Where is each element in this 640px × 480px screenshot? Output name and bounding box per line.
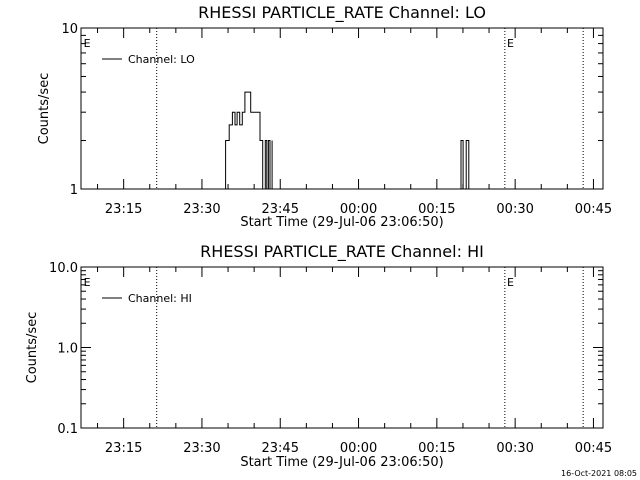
x-axis-label: Start Time (29-Jul-06 23:06:50) <box>240 455 443 470</box>
chart-title: RHESSI PARTICLE_RATE Channel: LO <box>198 3 486 23</box>
x-tick-label: 00:15 <box>418 441 455 456</box>
x-tick-label: 00:30 <box>496 202 533 217</box>
plot-frame <box>80 27 604 190</box>
series-line-channel-lo <box>460 140 470 190</box>
y-tick-label: 1.0 <box>57 342 78 357</box>
x-tick-label: 00:45 <box>575 441 612 456</box>
x-tick-label: 23:15 <box>105 202 142 217</box>
e-marker-label: E <box>84 37 91 50</box>
x-tick-label: 00:00 <box>340 441 377 456</box>
x-tick-label: 23:45 <box>262 202 299 217</box>
panel-hi-channel: RHESSI PARTICLE_RATE Channel: HI 0.1 1.0 10… <box>25 242 612 470</box>
e-marker-label: E <box>507 37 514 50</box>
e-marker-label: E <box>507 276 514 289</box>
x-tick-label: 23:30 <box>183 441 220 456</box>
x-axis-label: Start Time (29-Jul-06 23:06:50) <box>240 215 443 230</box>
x-tick-label: 00:00 <box>340 202 377 217</box>
y-axis-label: Counts/sec <box>25 312 40 384</box>
series-line-channel-lo <box>225 91 273 190</box>
x-tick-label: 23:45 <box>262 441 299 456</box>
y-tick-label: 1 <box>70 183 78 198</box>
e-marker-label: E <box>84 276 91 289</box>
y-tick-label: 10.0 <box>49 261 78 276</box>
panel-lo-channel: RHESSI PARTICLE_RATE Channel: LO 1 10 23:15… <box>37 3 612 230</box>
x-tick-label: 23:30 <box>183 202 220 217</box>
y-axis-label: Counts/sec <box>37 73 52 145</box>
y-tick-label: 0.1 <box>57 422 78 437</box>
x-tick-label: 23:15 <box>105 441 142 456</box>
footer-timestamp: 16-Oct-2021 08:05 <box>561 469 637 478</box>
x-tick-label: 00:30 <box>496 441 533 456</box>
legend-entry: Channel: LO <box>128 53 195 66</box>
x-tick-label: 00:45 <box>575 202 612 217</box>
chart-title: RHESSI PARTICLE_RATE Channel: HI <box>200 242 484 262</box>
legend-entry: Channel: HI <box>128 292 192 305</box>
x-tick-label: 00:15 <box>418 202 455 217</box>
y-tick-label: 10 <box>61 22 78 37</box>
